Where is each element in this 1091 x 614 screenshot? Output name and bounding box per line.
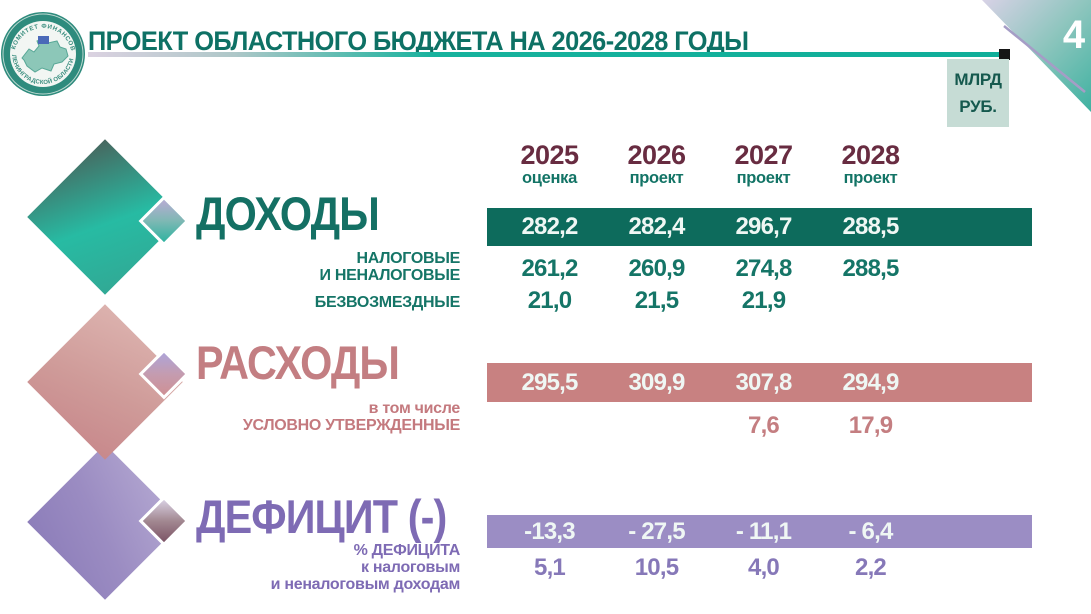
section-title-deficit: ДЕФИЦИТ (-) [196,490,447,543]
deficit-bar-row: -13,3 - 27,5 - 11,1 - 6,4 [487,515,1032,548]
conditional-2028: 17,9 [848,412,893,439]
label-conditionally-approved: в том числе УСЛОВНО УТВЕРЖДЕННЫЕ [242,400,460,434]
year-column-2026: 2026 проект [627,140,686,187]
unit-badge-line2: РУБ. [959,97,997,116]
year-column-2027: 2027 проект [734,140,793,187]
revenues-2025: 282,2 [521,213,578,240]
deficit-2025: -13,3 [524,517,576,545]
deficit-pct-2025: 5,1 [534,554,566,581]
label-deficit-percent: % ДЕФИЦИТА к налоговым и неналоговым дох… [270,542,461,593]
label-tax-nontax: НАЛОГОВЫЕ И НЕНАЛОГОВЫЕ [319,250,461,284]
label-gratuitous: БЕЗВОЗМЕЗДНЫЕ [314,294,461,311]
deficit-pct-2027: 4,0 [748,554,780,581]
deficit-2026: - 27,5 [628,517,685,545]
gratuitous-2027: 21,9 [741,287,786,314]
tax-2027: 274,8 [735,255,792,282]
finance-committee-logo: КОМИТЕТ ФИНАНСОВ ЛЕНИНГРАДСКОЙ ОБЛАСТИ [1,12,85,96]
expenses-2028: 294,9 [842,368,899,396]
logo-eu-flag [38,36,49,44]
section-title-expenses: РАСХОДЫ [196,336,400,389]
corner-triangle [982,0,1091,112]
title-underline [88,52,1000,57]
conditional-2027: 7,6 [748,412,780,439]
deficit-pct-2028: 2,2 [855,554,887,581]
year-column-2028: 2028 проект [841,140,900,187]
unit-badge: МЛРД РУБ. [947,59,1009,127]
expenses-2027: 307,8 [735,368,792,396]
revenues-bar-row: 282,2 282,4 296,7 288,5 [487,208,1032,246]
year-column-2025: 2025 оценка [520,140,579,187]
page-title: ПРОЕКТ ОБЛАСТНОГО БЮДЖЕТА НА 2026-2028 Г… [88,26,749,56]
tax-2025: 261,2 [521,255,578,282]
tax-2026: 260,9 [628,255,685,282]
page-number: 4 [1063,13,1086,57]
logo-region-map [21,37,69,73]
deficit-percent-row: 5,1 10,5 4,0 2,2 [487,553,1032,583]
deficit-pct-2026: 10,5 [634,554,679,581]
tax-nontax-row: 261,2 260,9 274,8 288,5 [487,254,1032,284]
conditional-2026 [603,411,710,441]
deficit-2027: - 11,1 [735,517,792,545]
revenues-2028: 288,5 [842,213,899,240]
revenues-2026: 282,4 [628,213,685,240]
expenses-bar-row: 295,5 309,9 307,8 294,9 [487,363,1032,402]
year-header-row: 2025 оценка 2026 проект 2027 проект 2028… [487,141,1032,187]
underline-end-cap [999,49,1010,60]
conditional-2025 [496,411,603,441]
expenses-2026: 309,9 [628,368,685,396]
unit-badge-line1: МЛРД [954,70,1002,89]
section-title-revenues: ДОХОДЫ [196,187,380,240]
gratuitous-row: 21,0 21,5 21,9 [487,286,1032,316]
deficit-2028: - 6,4 [848,517,893,545]
conditionally-approved-row: 7,6 17,9 [487,411,1032,441]
corner-decoration: 4 [982,0,1091,112]
revenues-2027: 296,7 [735,213,792,240]
tax-2028: 288,5 [842,255,899,282]
expenses-2025: 295,5 [521,368,578,396]
gratuitous-2026: 21,5 [634,287,679,314]
corner-diagonal-line [1003,25,1086,93]
gratuitous-2025: 21,0 [527,287,572,314]
gratuitous-2028 [817,286,924,316]
